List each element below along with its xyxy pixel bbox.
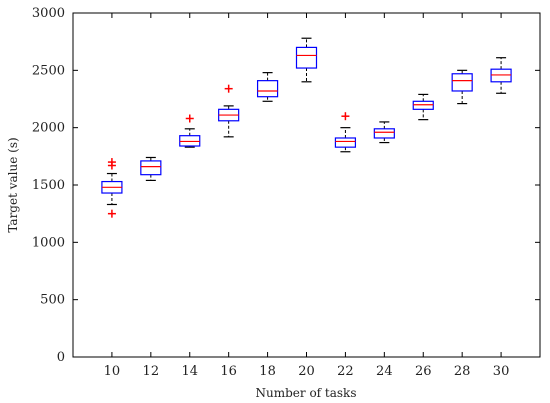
box-20 <box>295 37 318 83</box>
x-tick-label: 30 <box>493 364 510 379</box>
box-28 <box>451 69 473 105</box>
y-tick-label: 2000 <box>32 121 65 136</box>
x-tick-label: 28 <box>454 364 471 379</box>
x-tick-label: 26 <box>415 364 432 379</box>
box-22 <box>334 112 357 153</box>
box-14 <box>179 114 201 148</box>
box-18 <box>256 72 279 102</box>
x-axis-title: Number of tasks <box>256 386 357 400</box>
y-tick-label: 1500 <box>32 178 65 193</box>
plot-frame <box>72 12 541 358</box>
y-tick-label: 1000 <box>32 235 65 250</box>
iqr-box <box>256 80 279 98</box>
box-10 <box>101 158 123 218</box>
box-26 <box>412 93 434 121</box>
box-24 <box>373 121 395 144</box>
axes <box>72 12 541 358</box>
x-tick-label: 20 <box>298 364 315 379</box>
y-tick-label: 500 <box>40 293 65 308</box>
ticks: 0 500 1000 1500 2000 2500 3000 10 12 14 16 18 20 22 24… <box>32 6 540 379</box>
x-tick-label: 14 <box>181 364 198 379</box>
boxes <box>101 37 512 218</box>
iqr-box <box>334 137 357 148</box>
iqr-box <box>373 128 395 139</box>
x-tick-label: 12 <box>143 364 160 379</box>
iqr-box <box>295 46 318 69</box>
box-30 <box>490 57 512 94</box>
iqr-box <box>140 160 162 176</box>
y-tick-label: 3000 <box>32 6 65 21</box>
y-axis-title: Target value (s) <box>6 137 20 232</box>
box-16 <box>218 84 240 138</box>
y-tick-label: 0 <box>57 350 65 365</box>
x-tick-label: 16 <box>220 364 237 379</box>
x-tick-label: 10 <box>104 364 121 379</box>
iqr-box <box>451 73 473 92</box>
y-tick-label: 2500 <box>32 63 65 78</box>
x-tick-label: 22 <box>337 364 354 379</box>
x-tick-label: 24 <box>376 364 393 379</box>
box-12 <box>140 156 162 182</box>
x-tick-label: 18 <box>259 364 276 379</box>
